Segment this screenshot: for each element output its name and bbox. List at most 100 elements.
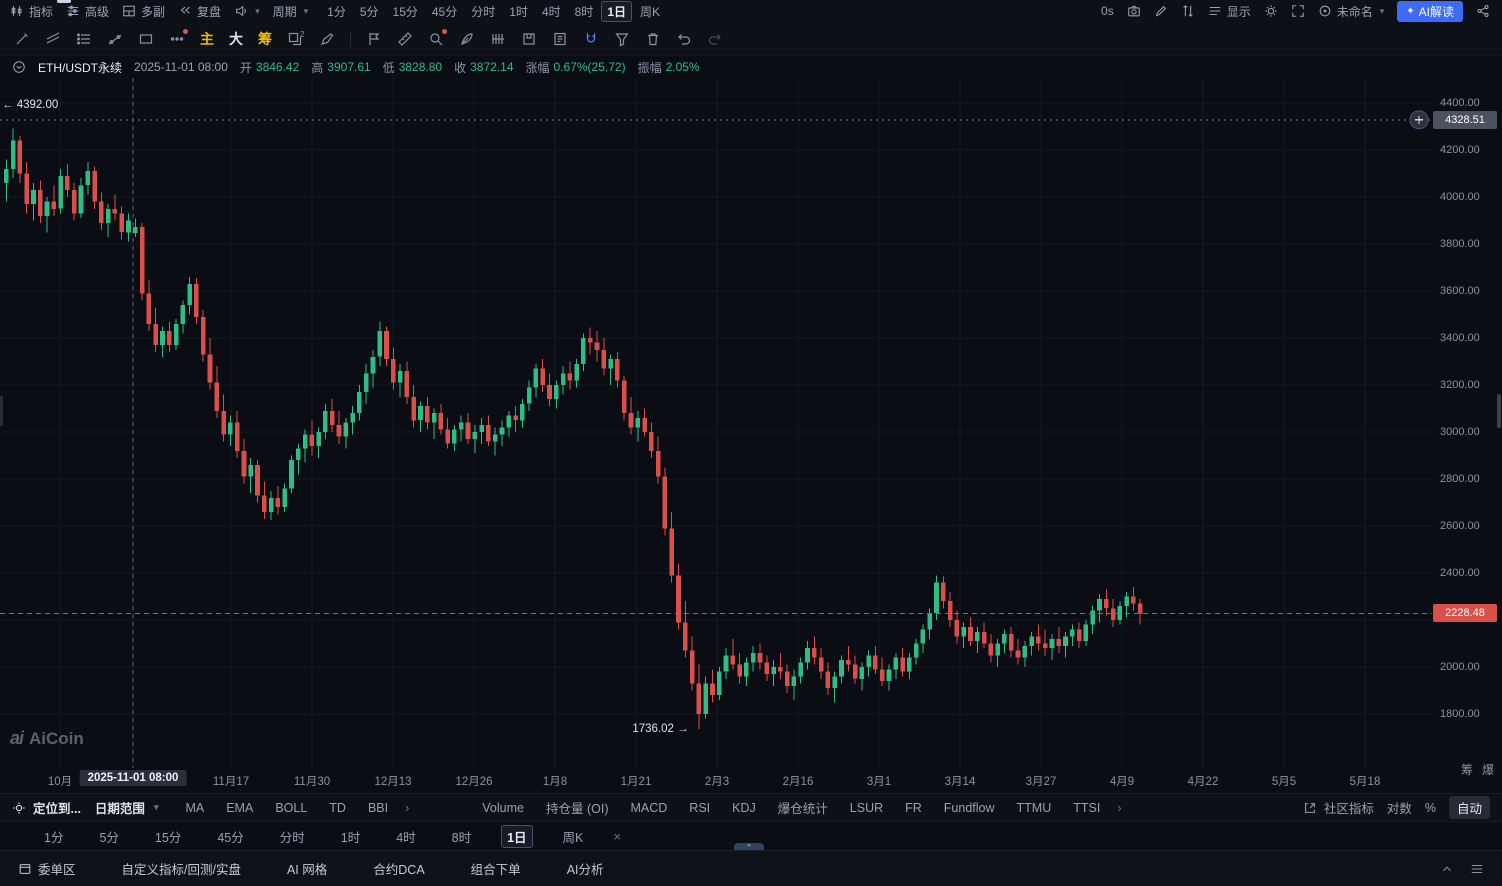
- timeframe-button[interactable]: 15分: [387, 1, 424, 22]
- brush-tool[interactable]: [319, 31, 335, 47]
- community-indicators-button[interactable]: 社区指标: [1303, 798, 1374, 817]
- timeframe-button[interactable]: 8时: [446, 825, 477, 848]
- indicator-item[interactable]: RSI: [689, 800, 711, 815]
- main-chart-toggle[interactable]: 主: [200, 30, 214, 47]
- pane-scrollbar[interactable]: [1497, 394, 1501, 428]
- menu-advanced[interactable]: 高级: [66, 3, 109, 20]
- bar-count-tool[interactable]: [490, 31, 506, 47]
- overlay-indicator-item[interactable]: BBI: [367, 800, 389, 815]
- bottom-tab[interactable]: 委单区: [18, 859, 76, 878]
- log-scale-toggle[interactable]: 对数: [1386, 802, 1412, 816]
- time-axis-label[interactable]: 11月30: [293, 776, 331, 788]
- overlay-indicator-item[interactable]: EMA: [226, 800, 254, 815]
- timeframe-button[interactable]: 周K: [557, 825, 590, 848]
- menu-indicators[interactable]: 指标: [10, 3, 53, 20]
- crosshair-date-badge[interactable]: 2025-11-01 08:00: [79, 770, 187, 786]
- timeframe-button[interactable]: 5分: [354, 1, 385, 22]
- indicator-item[interactable]: KDJ: [732, 800, 756, 815]
- time-axis-label[interactable]: 3月1: [866, 776, 892, 788]
- chevron-right-icon[interactable]: ›: [405, 800, 410, 815]
- time-axis-label[interactable]: 12月13: [374, 776, 412, 788]
- indicator-item[interactable]: 爆仓统计: [777, 802, 828, 816]
- chevron-up-icon[interactable]: [1440, 862, 1454, 876]
- indicator-item[interactable]: TTSI: [1073, 800, 1101, 815]
- timeframe-button[interactable]: 周K: [634, 1, 666, 22]
- time-axis-label[interactable]: 3月14: [944, 776, 976, 788]
- time-axis-label[interactable]: 4月22: [1187, 776, 1219, 788]
- zoom-tool[interactable]: [428, 28, 448, 47]
- pen-tool[interactable]: [459, 31, 475, 47]
- more-tools[interactable]: [169, 28, 188, 47]
- time-axis-label[interactable]: 11月17: [212, 776, 250, 788]
- trendline-tool[interactable]: [45, 31, 61, 47]
- indicator-item[interactable]: MACD: [630, 800, 668, 815]
- time-axis-label[interactable]: 1月8: [542, 776, 568, 788]
- time-axis-label[interactable]: 1月21: [620, 776, 652, 788]
- timeframe-button[interactable]: 45分: [211, 825, 249, 848]
- fullscreen-icon[interactable]: [1291, 4, 1305, 18]
- last-price-badge[interactable]: 2228.48: [1433, 604, 1497, 623]
- flag-tool[interactable]: [366, 31, 382, 47]
- bottom-tab[interactable]: 组合下单: [471, 859, 521, 878]
- indicator-item[interactable]: FR: [905, 800, 922, 815]
- large-chart-toggle[interactable]: 大: [229, 30, 243, 47]
- undo-button[interactable]: [676, 31, 692, 47]
- timeframe-button[interactable]: 5分: [93, 825, 124, 848]
- menu-replay[interactable]: 复盘: [178, 3, 221, 20]
- symbol-name[interactable]: ETH/USDT永续: [38, 60, 123, 75]
- draw-pencil-tool[interactable]: [14, 31, 30, 47]
- overlay-indicator-item[interactable]: MA: [185, 800, 205, 815]
- rectangle-tool[interactable]: [138, 31, 154, 47]
- chart-region[interactable]: ← 4392.00 1736.02 → 4400.00 4200.00 4000.00…: [0, 78, 1502, 768]
- time-axis-label[interactable]: 4月9: [1109, 776, 1135, 788]
- time-axis-label[interactable]: 5月5: [1271, 776, 1297, 788]
- indicator-item[interactable]: LSUR: [849, 800, 884, 815]
- timeframe-button[interactable]: 4时: [390, 825, 421, 848]
- alert-sound-control[interactable]: ▾: [234, 4, 260, 18]
- timeframe-button[interactable]: 1分: [321, 1, 352, 22]
- sync-draw-tool[interactable]: 2: [287, 30, 304, 47]
- layout-menu[interactable]: 未命名 ▾: [1318, 3, 1384, 20]
- time-axis-label[interactable]: 10月: [47, 776, 73, 788]
- timeframe-button[interactable]: 分时: [274, 825, 311, 848]
- bottom-tab[interactable]: 合约DCA: [373, 859, 424, 878]
- display-menu[interactable]: 显示: [1208, 3, 1251, 20]
- auto-scale-toggle[interactable]: 自动: [1448, 796, 1490, 819]
- indicator-item[interactable]: TTMU: [1016, 800, 1052, 815]
- camera-icon[interactable]: [1127, 4, 1141, 18]
- timeframe-button[interactable]: 分时: [465, 1, 501, 22]
- time-axis[interactable]: 筹爆 10月 2025-11-01 08:00 11月17 11月30 12月13 12月…: [0, 763, 1502, 793]
- time-axis-label[interactable]: 12月26: [455, 776, 493, 788]
- timeframe-button[interactable]: 1时: [335, 825, 366, 848]
- collapse-circle-icon[interactable]: [12, 60, 26, 74]
- share-icon[interactable]: [1476, 4, 1490, 18]
- candlestick-chart[interactable]: [0, 78, 1432, 768]
- menu-multipane[interactable]: 多副: [122, 3, 165, 20]
- bottom-tab[interactable]: AI分析: [567, 859, 604, 878]
- menu-icon[interactable]: [1470, 862, 1484, 876]
- time-axis-label[interactable]: 3月27: [1025, 776, 1057, 788]
- timeframe-button[interactable]: 1日: [501, 824, 533, 848]
- percent-scale-toggle[interactable]: %: [1424, 800, 1436, 815]
- overlay-indicator-item[interactable]: TD: [329, 800, 346, 815]
- save-drawing-tool[interactable]: [521, 31, 537, 47]
- measure-tool[interactable]: [397, 31, 413, 47]
- edit-icon[interactable]: [1154, 4, 1168, 18]
- drawing-list-tool[interactable]: [76, 31, 92, 47]
- timeframe-button[interactable]: 1分: [38, 825, 69, 848]
- time-axis-label[interactable]: 2月16: [782, 776, 814, 788]
- redo-button[interactable]: [707, 31, 723, 47]
- overlay-indicator-item[interactable]: BOLL: [275, 800, 308, 815]
- close-timeframe-button[interactable]: ×: [613, 828, 621, 844]
- time-axis-label[interactable]: 5月18: [1349, 776, 1381, 788]
- bottom-tab[interactable]: AI 网格: [287, 859, 327, 878]
- filter-tool[interactable]: [614, 31, 630, 47]
- gear-icon[interactable]: [1264, 4, 1278, 18]
- panel-collapse-handle[interactable]: ⌃: [734, 843, 764, 853]
- time-axis-label[interactable]: 2月3: [704, 776, 730, 788]
- period-menu[interactable]: 周期 ▾: [273, 3, 309, 20]
- timeframe-button[interactable]: 1时: [503, 1, 534, 22]
- pane-scrollbar-left[interactable]: [0, 396, 3, 426]
- timeframe-button[interactable]: 8时: [569, 1, 600, 22]
- note-tool[interactable]: [552, 31, 568, 47]
